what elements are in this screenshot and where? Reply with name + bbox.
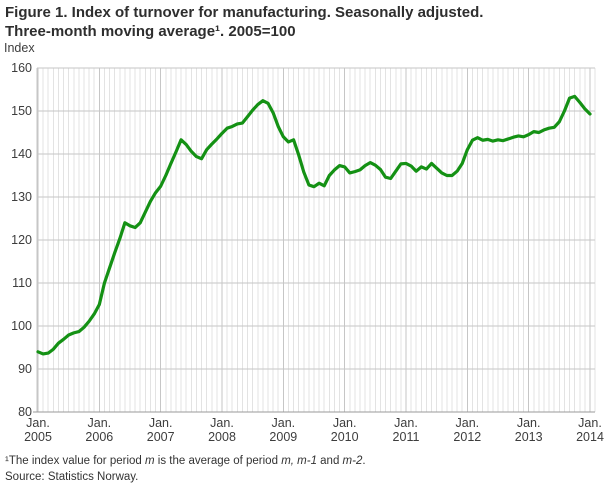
footnote-text: m, m-1 bbox=[281, 455, 317, 467]
footnote: ¹The index value for period m is the ave… bbox=[5, 455, 366, 467]
turnover-index-line bbox=[36, 94, 592, 356]
y-axis-tick-label: 160 bbox=[11, 61, 32, 75]
y-axis-tick-label: 120 bbox=[11, 233, 32, 247]
y-axis-tick-label: 90 bbox=[18, 362, 32, 376]
x-axis-tick-label: Jan. 2005 bbox=[24, 416, 52, 444]
x-axis-tick-label: Jan. 2012 bbox=[453, 416, 482, 444]
footnote-text: m-2 bbox=[342, 455, 363, 467]
x-axis-tick-label: Jan. 2010 bbox=[330, 416, 359, 444]
major-gridlines bbox=[37, 67, 595, 412]
footnote-text: and bbox=[316, 455, 343, 467]
x-axis-tick-label: Jan. 2007 bbox=[146, 416, 175, 444]
x-axis-tick-label: Jan. 2011 bbox=[392, 416, 420, 444]
x-axis-tick-label: Jan. 2006 bbox=[85, 416, 114, 444]
source-line: Source: Statistics Norway. bbox=[5, 471, 139, 483]
y-axis-tick-label: 150 bbox=[11, 104, 32, 118]
y-axis-tick-label: 130 bbox=[11, 190, 32, 204]
y-axis-tick-label: 80 bbox=[18, 405, 32, 419]
y-axis-tick-label: 100 bbox=[11, 319, 32, 333]
chart-title: Figure 1. Index of turnover for manufact… bbox=[5, 3, 483, 41]
y-axis-unit-label: Index bbox=[4, 41, 35, 55]
x-axis-tick-label: Jan. 2014 bbox=[576, 416, 604, 444]
x-axis-tick-label: Jan. 2009 bbox=[269, 416, 298, 444]
y-axis-tick-label: 110 bbox=[12, 276, 32, 290]
footnote-text: is the average of period bbox=[154, 455, 282, 467]
y-axis-tick-label: 140 bbox=[11, 147, 32, 161]
footnote-text: m bbox=[145, 455, 155, 467]
footnote-text: . bbox=[362, 455, 366, 467]
x-axis-tick-label: Jan. 2013 bbox=[514, 416, 543, 444]
chart-title-line1: Figure 1. Index of turnover for manufact… bbox=[5, 4, 484, 21]
chart-title-line2: Three-month moving average¹. 2005=100 bbox=[5, 23, 296, 40]
x-axis-tick-label: Jan. 2008 bbox=[208, 416, 236, 444]
footnote-text: ¹The index value for period bbox=[5, 455, 145, 467]
axis-lines bbox=[33, 68, 595, 413]
